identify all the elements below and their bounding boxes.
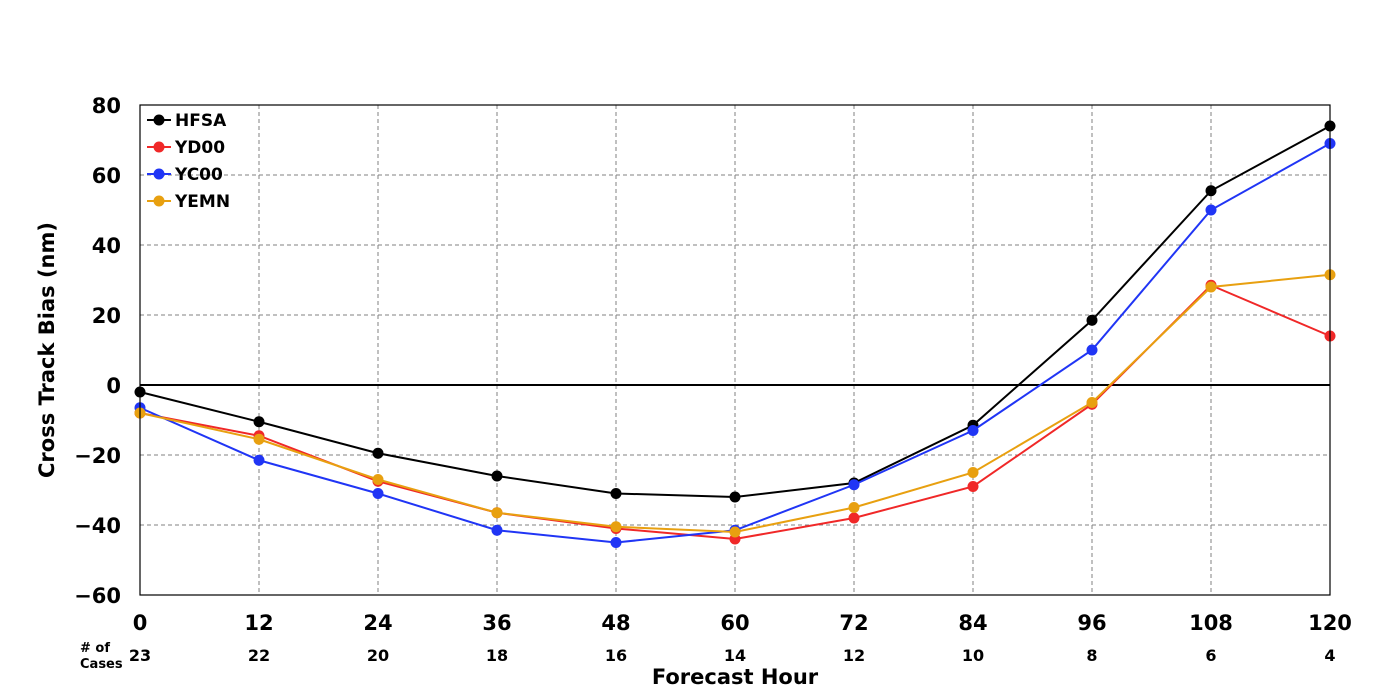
data-point [729, 526, 741, 538]
cases-count: 23 [129, 646, 151, 665]
y-tick-label: 60 [92, 164, 121, 188]
data-point [372, 488, 384, 499]
x-tick-label: 60 [720, 611, 749, 635]
y-tick-label: 80 [92, 94, 121, 118]
data-point [372, 474, 384, 485]
data-point [848, 512, 860, 524]
x-tick-label: 48 [601, 611, 630, 635]
legend-marker [153, 168, 165, 180]
data-point [491, 470, 503, 482]
cases-count: 6 [1205, 646, 1216, 665]
x-tick-label: 24 [363, 611, 392, 635]
x-tick-label: 0 [133, 611, 148, 635]
data-point [1205, 204, 1217, 216]
x-axis-ticks: 0 12 24 36 48 60 72 84 96 108 120 [133, 611, 1352, 635]
data-point [1086, 397, 1098, 408]
grid-layer [140, 105, 1330, 595]
x-tick-label: 12 [244, 611, 273, 635]
x-tick-label: 108 [1189, 611, 1233, 635]
data-point [967, 467, 979, 478]
legend-item-yd00: YD00 [147, 138, 225, 158]
data-point [848, 479, 860, 491]
cases-count: 14 [724, 646, 746, 665]
x-axis-label: Forecast Hour [652, 665, 819, 689]
data-point [491, 524, 503, 536]
cases-count: 18 [486, 646, 508, 665]
legend-label: HFSA [175, 111, 227, 131]
data-point [729, 491, 741, 503]
legend-label: YD00 [174, 138, 225, 158]
data-point [610, 488, 622, 499]
legend-label: YC00 [174, 165, 223, 185]
cases-header-line1: # of [80, 641, 110, 656]
legend-label: YEMN [174, 192, 230, 212]
data-point [1086, 314, 1098, 326]
data-point [1086, 344, 1098, 356]
data-point [491, 507, 503, 519]
y-tick-label: 40 [92, 234, 121, 258]
legend-marker [153, 195, 165, 207]
y-tick-label: 20 [92, 304, 121, 328]
y-axis-ticks: 80 60 40 20 0 −20 −40 −60 [74, 94, 121, 608]
x-tick-label: 84 [958, 611, 987, 635]
y-tick-label: −40 [74, 514, 121, 538]
data-point [1205, 281, 1217, 293]
y-axis-label: Cross Track Bias (nm) [35, 222, 59, 478]
data-point [610, 537, 622, 548]
legend-marker [153, 114, 165, 126]
series-layer [134, 120, 1336, 548]
data-point [253, 433, 265, 445]
x-tick-label: 36 [482, 611, 511, 635]
cases-count: 22 [248, 646, 270, 665]
cases-count: 12 [843, 646, 865, 665]
data-point [967, 425, 979, 436]
data-point [967, 481, 979, 492]
series-yemn [134, 269, 1336, 538]
data-point [610, 521, 622, 533]
cases-row: 23 22 20 18 16 14 12 10 8 6 4 [129, 646, 1336, 665]
legend-item-hfsa: HFSA [147, 111, 227, 131]
plot-frame [139, 104, 1331, 596]
x-tick-label: 120 [1308, 611, 1352, 635]
x-tick-label: 72 [839, 611, 868, 635]
x-tick-label: 96 [1077, 611, 1106, 635]
cases-count: 16 [605, 646, 627, 665]
legend: HFSA YD00 YC00 YEMN [147, 111, 230, 212]
data-point [1205, 185, 1217, 197]
y-tick-label: −60 [74, 584, 121, 608]
data-point [253, 416, 265, 428]
cases-header-line2: Cases [80, 657, 123, 672]
data-point [848, 502, 860, 513]
legend-item-yemn: YEMN [147, 192, 230, 212]
y-tick-label: 0 [106, 374, 121, 398]
data-point [372, 447, 384, 459]
cases-count: 10 [962, 646, 984, 665]
data-point [253, 454, 265, 466]
legend-item-yc00: YC00 [147, 165, 223, 185]
cases-count: 20 [367, 646, 389, 665]
cases-count: 4 [1324, 646, 1335, 665]
cases-count: 8 [1086, 646, 1097, 665]
legend-marker [153, 141, 165, 153]
y-tick-label: −20 [74, 444, 121, 468]
